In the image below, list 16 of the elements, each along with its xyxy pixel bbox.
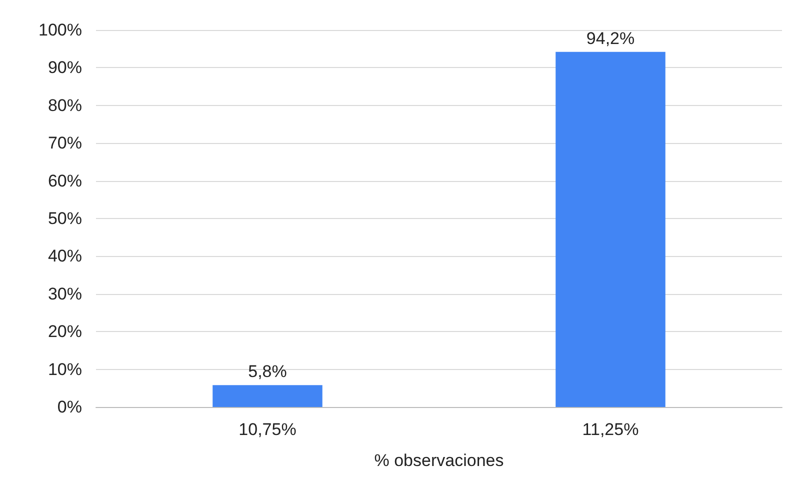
y-tick-label: 0% [57, 398, 82, 416]
y-tick-label: 100% [38, 20, 82, 40]
y-tick-label: 80% [48, 96, 82, 115]
x-tick-label: 10,75% [238, 420, 296, 439]
y-tick-label: 30% [48, 284, 82, 304]
x-tick-label: 11,25% [582, 420, 639, 439]
y-tick-label: 40% [48, 246, 82, 266]
y-tick-label: 90% [48, 58, 82, 78]
y-tick-label: 70% [48, 134, 82, 153]
data-label: 5,8% [248, 362, 287, 382]
y-tick-label: 60% [48, 171, 82, 190]
y-tick-label: 20% [48, 322, 82, 342]
y-tick-label: 10% [48, 360, 82, 379]
data-label: 94,2% [586, 28, 635, 48]
y-tick-label: 50% [48, 209, 82, 228]
x-axis-title: % observaciones [374, 451, 504, 470]
